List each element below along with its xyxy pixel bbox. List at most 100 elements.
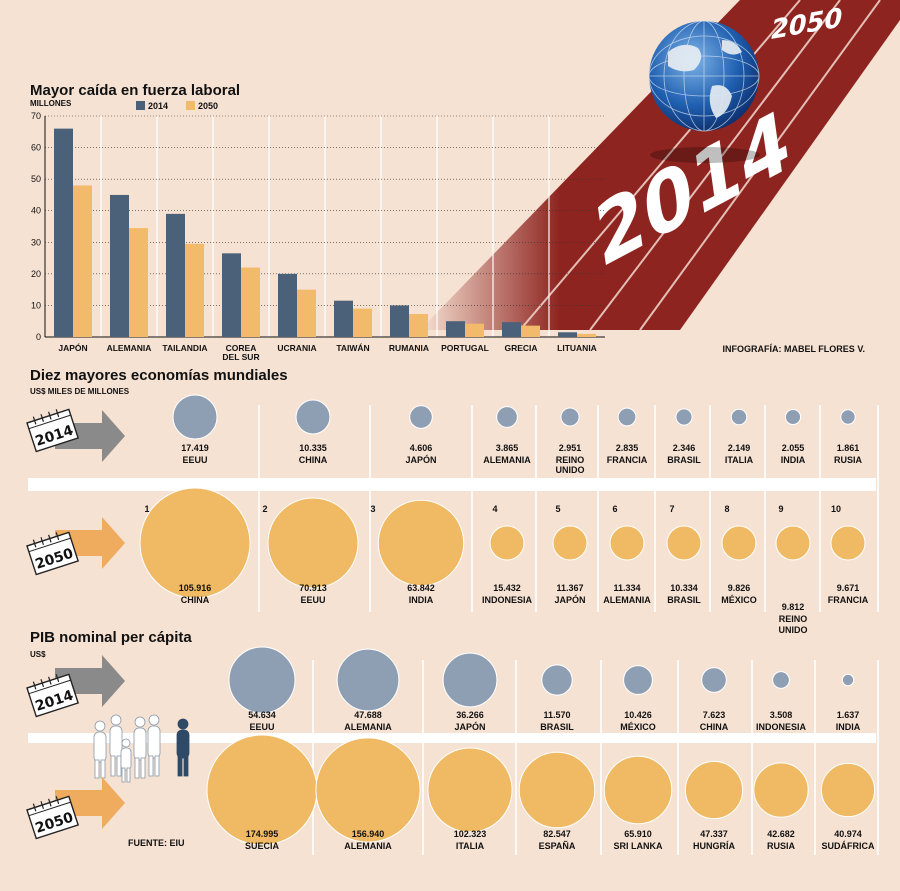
bar-2014-9	[502, 322, 521, 337]
y-tick-label: 20	[31, 269, 41, 279]
bubble-2050-8	[721, 525, 757, 561]
country-label: EEUU	[300, 595, 325, 605]
value-label: 7.623	[703, 710, 726, 720]
country-label: ALEMANIA	[483, 455, 531, 465]
value-label: 54.634	[248, 710, 276, 720]
x-tick-label: DEL SUR	[222, 352, 259, 362]
rank-number: 7	[669, 504, 674, 514]
value-label: 10.334	[670, 583, 698, 593]
country-label: REINO	[779, 614, 808, 624]
value-label: 2.835	[616, 443, 639, 453]
rank-number: 4	[492, 504, 497, 514]
value-label: 2.149	[728, 443, 751, 453]
country-label: RUSIA	[767, 841, 796, 851]
bar-2050-9	[521, 325, 540, 337]
value-label: 2.951	[559, 443, 582, 453]
bubble-2014-6	[701, 667, 727, 693]
country-label: BRASIL	[667, 455, 701, 465]
bubble-2014-1	[172, 394, 218, 440]
economies-bubbles: 17.419EEUU10.335CHINA4.606JAPÓN3.865ALEM…	[139, 394, 879, 635]
bar-2014-3	[166, 213, 185, 337]
country-label: EEUU	[249, 722, 274, 732]
value-label: 105.916	[179, 583, 212, 593]
value-label: 102.323	[454, 829, 487, 839]
bubble-2014-6	[617, 407, 637, 427]
y-tick-label: 30	[31, 237, 41, 247]
value-label: 36.266	[456, 710, 484, 720]
bubble-2014-10	[840, 409, 856, 425]
bubble-2014-3	[409, 405, 433, 429]
value-label: 11.570	[543, 710, 570, 720]
bubble-2050-10	[830, 525, 866, 561]
value-label: 3.508	[770, 710, 793, 720]
rank-number: 3	[370, 504, 375, 514]
value-label: 47.337	[700, 829, 728, 839]
x-tick-label: LITUANIA	[557, 343, 597, 353]
arrow-2014-gdp: 2014	[26, 655, 125, 718]
value-label: 70.913	[299, 583, 327, 593]
bubble-2050-3	[377, 499, 465, 587]
bar-2050-8	[465, 323, 484, 337]
value-label: 63.842	[407, 583, 435, 593]
bubble-2050-7	[753, 762, 809, 818]
country-label: JAPÓN	[454, 721, 485, 732]
x-tick-label: PORTUGAL	[441, 343, 489, 353]
country-label: INDIA	[781, 455, 806, 465]
country-label: SRI LANKA	[614, 841, 663, 851]
bubble-2014-4	[496, 406, 518, 428]
bar-2014-10	[558, 332, 577, 337]
bar-2014-4	[222, 253, 241, 337]
value-label: 40.974	[834, 829, 862, 839]
value-label: 15.432	[493, 583, 521, 593]
country-label: ITALIA	[725, 455, 754, 465]
value-label: 1.637	[837, 710, 860, 720]
bubble-2014-8	[730, 408, 748, 426]
value-label: 82.547	[543, 829, 571, 839]
country-label: UNIDO	[556, 465, 585, 475]
value-label: 174.995	[246, 829, 279, 839]
y-tick-label: 60	[31, 143, 41, 153]
chart1-ylabel: MILLONES	[30, 99, 72, 108]
country-label: CHINA	[299, 455, 328, 465]
country-label: ITALIA	[456, 841, 485, 851]
chart2-title: Diez mayores economías mundiales	[30, 367, 288, 384]
bar-2050-10	[577, 333, 596, 337]
chart3-unit: US$	[30, 650, 46, 659]
value-label: 11.367	[556, 583, 583, 593]
x-tick-label: COREA	[226, 343, 257, 353]
country-label: BRASIL	[540, 722, 574, 732]
calendar-icon: 2014	[26, 408, 79, 453]
bubble-2050-2	[267, 497, 359, 589]
divider-band	[28, 733, 876, 743]
country-label: REINO	[556, 455, 585, 465]
country-label: ALEMANIA	[603, 595, 651, 605]
bar-2014-2	[110, 194, 129, 337]
bubble-2014-5	[560, 407, 580, 427]
country-label: CHINA	[700, 722, 729, 732]
value-label: 9.812	[782, 602, 805, 612]
value-label: 47.688	[354, 710, 382, 720]
bar-2014-6	[334, 300, 353, 337]
legend-label-2014: 2014	[148, 101, 168, 111]
bubble-2050-5	[603, 755, 673, 825]
bar-2050-1	[73, 185, 92, 337]
country-label: JAPÓN	[554, 594, 585, 605]
bubble-2014-8	[841, 673, 855, 687]
country-label: BRASIL	[667, 595, 701, 605]
bar-2050-3	[185, 243, 204, 337]
bar-2050-6	[353, 308, 372, 337]
x-tick-label: TAILANDIA	[162, 343, 207, 353]
chart1-legend: 2014 2050	[136, 101, 218, 111]
bubble-2014-2	[295, 399, 331, 435]
bubble-2050-6	[684, 760, 744, 820]
chart3-title: PIB nominal per cápita	[30, 629, 192, 646]
legend-label-2050: 2050	[198, 101, 218, 111]
calendar-icon: 2050	[26, 531, 79, 576]
country-label: RUSIA	[834, 455, 863, 465]
globe-icon	[648, 20, 760, 163]
people-illustration-icon	[93, 714, 190, 783]
y-tick-label: 0	[36, 332, 41, 342]
bubble-2014-2	[336, 648, 400, 712]
bubble-2050-3	[427, 747, 513, 833]
